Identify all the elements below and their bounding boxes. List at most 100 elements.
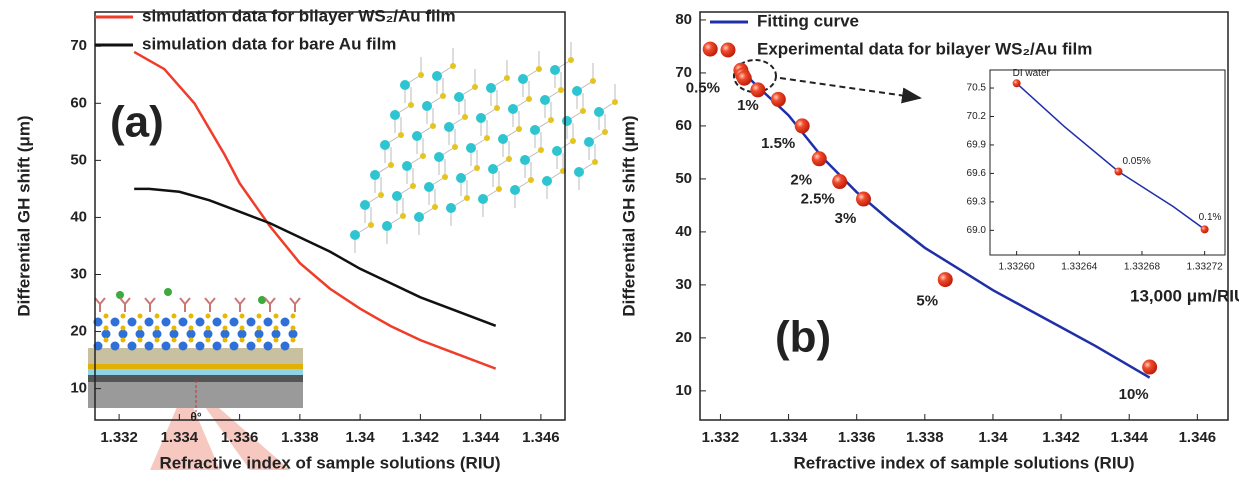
w-atom [476, 113, 486, 123]
x-tick-label: 1.346 [522, 429, 560, 446]
w-atom [127, 341, 137, 351]
x-tick-label: 1.33264 [1061, 262, 1098, 273]
w-atom [390, 110, 400, 120]
w-atom [118, 329, 128, 339]
s-atom [188, 313, 194, 319]
w-atom [446, 203, 456, 213]
x-tick-label: 1.33260 [999, 262, 1036, 273]
x-tick-label: 1.336 [221, 429, 259, 446]
s-atom [273, 313, 279, 319]
legend-label: Fitting curve [757, 11, 859, 30]
y-tick-label: 10 [675, 382, 692, 399]
y-tick-label: 69.9 [967, 140, 987, 151]
s-atom [440, 93, 446, 99]
x-tick-label: 1.346 [1179, 429, 1217, 446]
s-atom [239, 325, 245, 331]
point-label: 1% [737, 97, 759, 114]
s-atom [526, 96, 532, 102]
w-atom [237, 329, 247, 339]
ws2-layer [93, 288, 301, 351]
s-atom [188, 325, 194, 331]
x-tick-label: 1.338 [906, 429, 944, 446]
x-axis-title: Refractive index of sample solutions (RI… [159, 453, 500, 472]
data-point [750, 82, 766, 98]
y-axis-title: Differential GH shift (μm) [14, 115, 33, 316]
data-point [937, 272, 953, 288]
s-atom [171, 337, 177, 343]
s-atom [137, 337, 143, 343]
zoom-arrow [779, 77, 922, 104]
s-atom [188, 337, 194, 343]
s-atom [222, 313, 228, 319]
s-atom [464, 195, 470, 201]
s-atom [536, 66, 542, 72]
point-label: 10% [1119, 386, 1149, 403]
x-tick-label: 1.332 [702, 429, 740, 446]
w-atom [271, 329, 281, 339]
point-label: 2.5% [801, 191, 835, 208]
s-atom [103, 325, 109, 331]
y-tick-label: 69.6 [967, 168, 987, 179]
w-atom [412, 131, 422, 141]
y-tick-label: 60 [675, 117, 692, 134]
s-atom [430, 123, 436, 129]
w-atom [263, 341, 273, 351]
data-point [811, 151, 827, 167]
antibody [204, 297, 216, 312]
w-atom [414, 212, 424, 222]
w-atom [203, 329, 213, 339]
s-atom [239, 313, 245, 319]
x-tick-label: 1.33268 [1124, 262, 1161, 273]
point-label: DI water [1013, 68, 1051, 79]
w-atom [280, 317, 290, 327]
data-point [1012, 79, 1021, 88]
x-tick-label: 1.334 [770, 429, 808, 446]
y-tick-label: 69.3 [967, 197, 987, 208]
w-atom [488, 164, 498, 174]
w-atom [562, 116, 572, 126]
data-point [794, 118, 810, 134]
annotation: (a) [110, 98, 164, 147]
antibody [234, 297, 246, 312]
y-tick-label: 20 [675, 329, 692, 346]
s-atom [496, 186, 502, 192]
s-atom [171, 325, 177, 331]
x-tick-label: 1.338 [281, 429, 319, 446]
s-atom [420, 153, 426, 159]
s-atom [612, 99, 618, 105]
s-atom [474, 165, 480, 171]
s-atom [256, 337, 262, 343]
s-atom [290, 337, 296, 343]
s-atom [205, 337, 211, 343]
s-atom [568, 57, 574, 63]
y-tick-label: 70 [675, 64, 692, 81]
w-atom [144, 341, 154, 351]
w-atom [110, 317, 120, 327]
y-tick-label: 10 [70, 380, 87, 397]
y-tick-label: 30 [70, 265, 87, 282]
plot-frame [94, 11, 566, 421]
w-atom [212, 341, 222, 351]
gold-film [88, 364, 303, 369]
w-atom [229, 317, 239, 327]
s-atom [442, 174, 448, 180]
point-label: 0.1% [1199, 212, 1222, 223]
annotation: 13,000 μm/RIU [1130, 286, 1239, 305]
data-point [832, 174, 848, 190]
data-point [1114, 167, 1123, 176]
y-tick-label: 70 [70, 37, 87, 54]
s-atom [538, 147, 544, 153]
x-tick-label: 1.34 [978, 429, 1008, 446]
s-atom [154, 337, 160, 343]
w-atom [454, 92, 464, 102]
point-label: 1.5% [761, 135, 795, 152]
s-atom [273, 337, 279, 343]
antibody [179, 297, 191, 312]
series-line [740, 69, 1151, 379]
y-tick-label: 20 [70, 323, 87, 340]
s-atom [400, 213, 406, 219]
decorations [88, 42, 922, 470]
w-atom [288, 329, 298, 339]
s-atom [368, 222, 374, 228]
s-atom [120, 337, 126, 343]
